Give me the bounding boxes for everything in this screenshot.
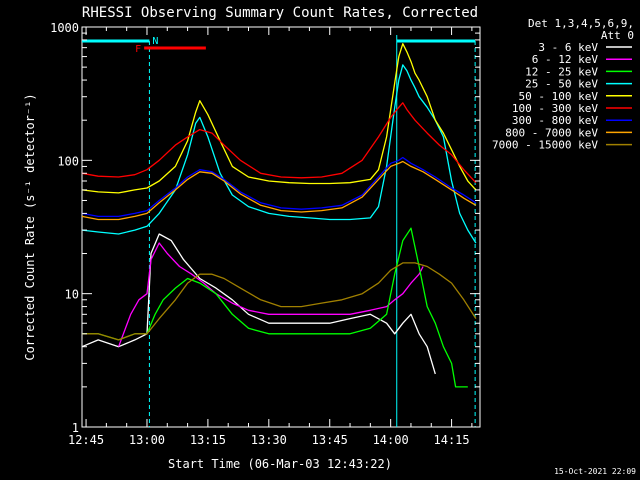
x-tick-label-6: 14:15	[434, 433, 470, 447]
x-tick-label-4: 13:45	[312, 433, 348, 447]
series-line-8	[82, 262, 477, 341]
series-layer	[81, 43, 477, 388]
x-axis-label: Start Time (06-Mar-03 12:43:22)	[168, 457, 392, 471]
y-tick-label-1: 10	[65, 288, 79, 302]
series-line-5	[81, 102, 477, 184]
series-line-6	[81, 156, 477, 218]
night-flag-label: N	[152, 36, 158, 47]
chart-title: RHESSI Observing Summary Count Rates, Co…	[82, 5, 478, 21]
legend-header-line-2: Att 0	[601, 29, 634, 42]
legend-header: Det 1,3,4,5,6,9, Att 0	[528, 17, 634, 42]
legend-label-7: 800 - 7000 keV	[505, 126, 598, 139]
series-line-4	[81, 43, 477, 194]
legend-label-0: 3 - 6 keV	[538, 41, 598, 54]
series-line-1	[117, 242, 424, 347]
legend-label-6: 300 - 800 keV	[512, 114, 598, 127]
x-tick-label-3: 13:30	[251, 433, 287, 447]
y-tick-label-3: 1000	[50, 21, 79, 35]
x-tick-label-0: 12:45	[68, 433, 104, 447]
x-tick-label-5: 14:00	[373, 433, 409, 447]
flare-flag-label: F	[135, 44, 141, 55]
plot-frame	[81, 26, 481, 428]
x-tick-label-1: 13:00	[129, 433, 165, 447]
legend-label-1: 6 - 12 keV	[532, 53, 599, 66]
y-tick-label-0: 1	[72, 421, 79, 435]
attenuator-markers: FN	[82, 35, 476, 427]
series-line-0	[81, 233, 436, 375]
series-line-3	[81, 64, 477, 244]
axes: 12:45 13:00 13:15 13:30 13:45 14:00 14:15 1 10 10…	[50, 21, 480, 447]
legend-label-3: 25 - 50 keV	[525, 78, 598, 91]
series-line-7	[81, 160, 477, 221]
x-tick-label-2: 13:15	[190, 433, 226, 447]
footer-timestamp: 15-Oct-2021 22:09	[554, 467, 636, 476]
y-axis-label: Corrected Count Rate (s⁻¹ detector⁻¹)	[23, 93, 37, 360]
legend-label-5: 100 - 300 keV	[512, 102, 598, 115]
legend-header-line-1: Det 1,3,4,5,6,9,	[528, 17, 634, 30]
series-line-2	[82, 227, 468, 388]
legend-label-2: 12 - 25 keV	[525, 65, 598, 78]
legend-label-8: 7000 - 15000 keV	[492, 139, 598, 152]
y-tick-label-2: 100	[57, 154, 79, 168]
legend-label-4: 50 - 100 keV	[519, 90, 599, 103]
